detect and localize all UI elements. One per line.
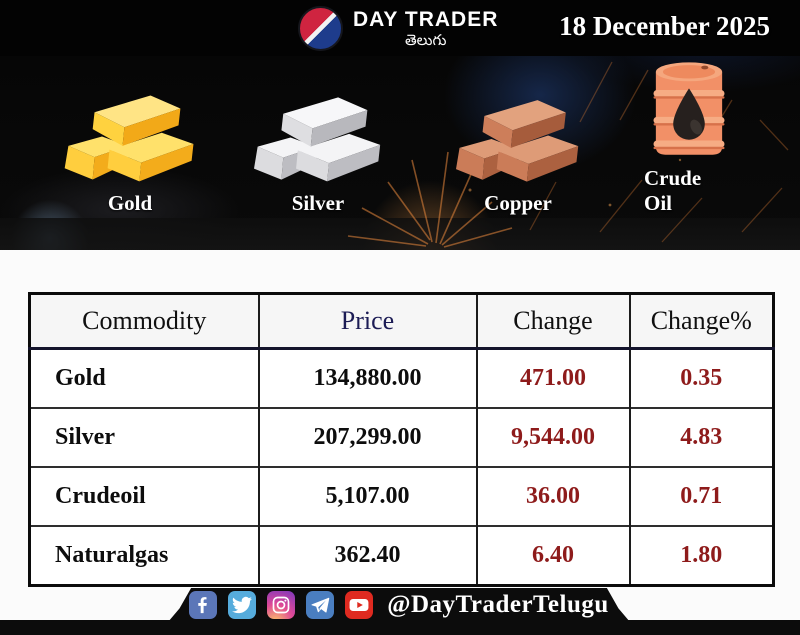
col-header-change: Change xyxy=(475,293,631,350)
cell-commodity: Naturalgas xyxy=(28,525,260,586)
cell-change: 9,544.00 xyxy=(475,407,631,467)
instagram-icon[interactable] xyxy=(267,591,296,619)
cell-change: 6.40 xyxy=(475,525,631,586)
oil-barrel-icon xyxy=(653,62,725,155)
commodity-label: Silver xyxy=(291,191,345,215)
brand-title: DAY TRADER xyxy=(353,8,499,31)
table-row: Silver 207,299.00 9,544.00 4.83 xyxy=(28,407,775,467)
cell-change: 36.00 xyxy=(475,466,631,526)
content-area: Commodity Price Change Change% Gold 134,… xyxy=(0,250,800,635)
commodity-gold: Gold xyxy=(52,88,208,216)
prices-table: Commodity Price Change Change% Gold 134,… xyxy=(28,292,775,587)
cell-change-pct: 1.80 xyxy=(628,525,775,586)
cell-commodity: Silver xyxy=(28,407,260,467)
cell-price: 207,299.00 xyxy=(257,407,478,467)
brand-text: DAY TRADER తెలుగు xyxy=(353,8,498,49)
commodity-crude-oil: Crude Oil xyxy=(644,60,734,216)
cell-commodity: Crudeoil xyxy=(28,466,260,526)
brand: DAY TRADER తెలుగు xyxy=(298,6,498,51)
date-text: 18 December 2025 xyxy=(559,11,770,41)
cell-change-pct: 0.35 xyxy=(628,347,775,408)
commodity-label: Copper xyxy=(484,191,552,215)
top-bar: DAY TRADER తెలుగు 18 December 2025 xyxy=(0,0,800,56)
facebook-icon[interactable] xyxy=(189,591,218,619)
gold-bars-icon xyxy=(64,95,194,182)
footer-ribbon: @DayTraderTelugu xyxy=(168,588,630,622)
photo-banner: DAY TRADER తెలుగు 18 December 2025 xyxy=(0,0,800,250)
cell-commodity: Gold xyxy=(28,347,260,408)
desk-shadow xyxy=(0,218,800,250)
col-header-change-pct: Change% xyxy=(628,293,775,350)
cell-price: 5,107.00 xyxy=(257,466,478,526)
table-row: Crudeoil 5,107.00 36.00 0.71 xyxy=(28,466,775,526)
day-trader-logo-icon xyxy=(298,6,343,51)
silver-bars-icon xyxy=(254,97,381,182)
table-header-row: Commodity Price Change Change% xyxy=(28,293,775,350)
commodity-copper: Copper xyxy=(440,93,596,216)
cell-change-pct: 4.83 xyxy=(628,407,775,467)
cell-change-pct: 0.71 xyxy=(628,466,775,526)
col-header-price: Price xyxy=(257,293,478,350)
brand-subtitle: తెలుగు xyxy=(404,31,447,49)
commodity-label: Crude Oil xyxy=(644,166,702,215)
table-row: Gold 134,880.00 471.00 0.35 xyxy=(28,347,775,408)
commodity-label: Gold xyxy=(107,191,153,215)
cell-price: 134,880.00 xyxy=(257,347,478,408)
cell-price: 362.40 xyxy=(257,525,478,586)
social-handle: @DayTraderTelugu xyxy=(387,591,609,618)
bottom-black-bar xyxy=(0,620,800,635)
copper-bars-icon xyxy=(456,100,579,182)
col-header-commodity: Commodity xyxy=(28,293,260,350)
commodity-silver: Silver xyxy=(240,90,396,216)
table-row: Naturalgas 362.40 6.40 1.80 xyxy=(28,525,775,586)
youtube-icon[interactable] xyxy=(345,591,374,619)
twitter-icon[interactable] xyxy=(228,591,257,619)
telegram-icon[interactable] xyxy=(306,591,335,619)
cell-change: 471.00 xyxy=(475,347,631,408)
